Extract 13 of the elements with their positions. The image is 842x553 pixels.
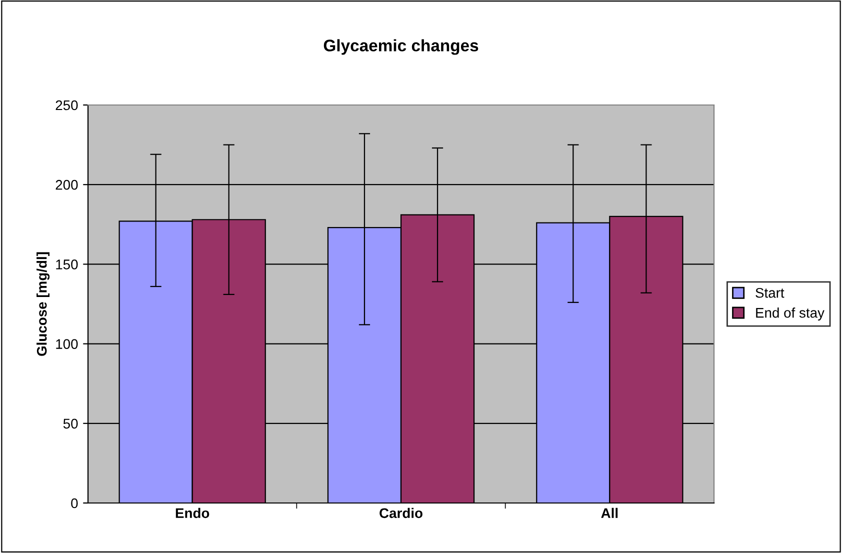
y-tick-label: 150 [56, 260, 78, 270]
legend-label: Start [756, 288, 784, 298]
y-tick-label: 50 [63, 418, 78, 429]
y-tick-label: 100 [56, 339, 78, 349]
x-tick-label: All [601, 508, 618, 518]
y-tick-label: 250 [56, 100, 78, 110]
y-tick-label: 200 [56, 180, 78, 190]
x-tick-label: Endo [176, 508, 210, 518]
y-tick-label: 0 [71, 498, 78, 508]
y-axis-title: Glucose [mg/dl] [36, 252, 50, 356]
legend-label: End of stay [756, 308, 824, 320]
x-tick-label: Cardio [380, 508, 422, 518]
chart-title: Glycaemic changes [324, 39, 478, 55]
